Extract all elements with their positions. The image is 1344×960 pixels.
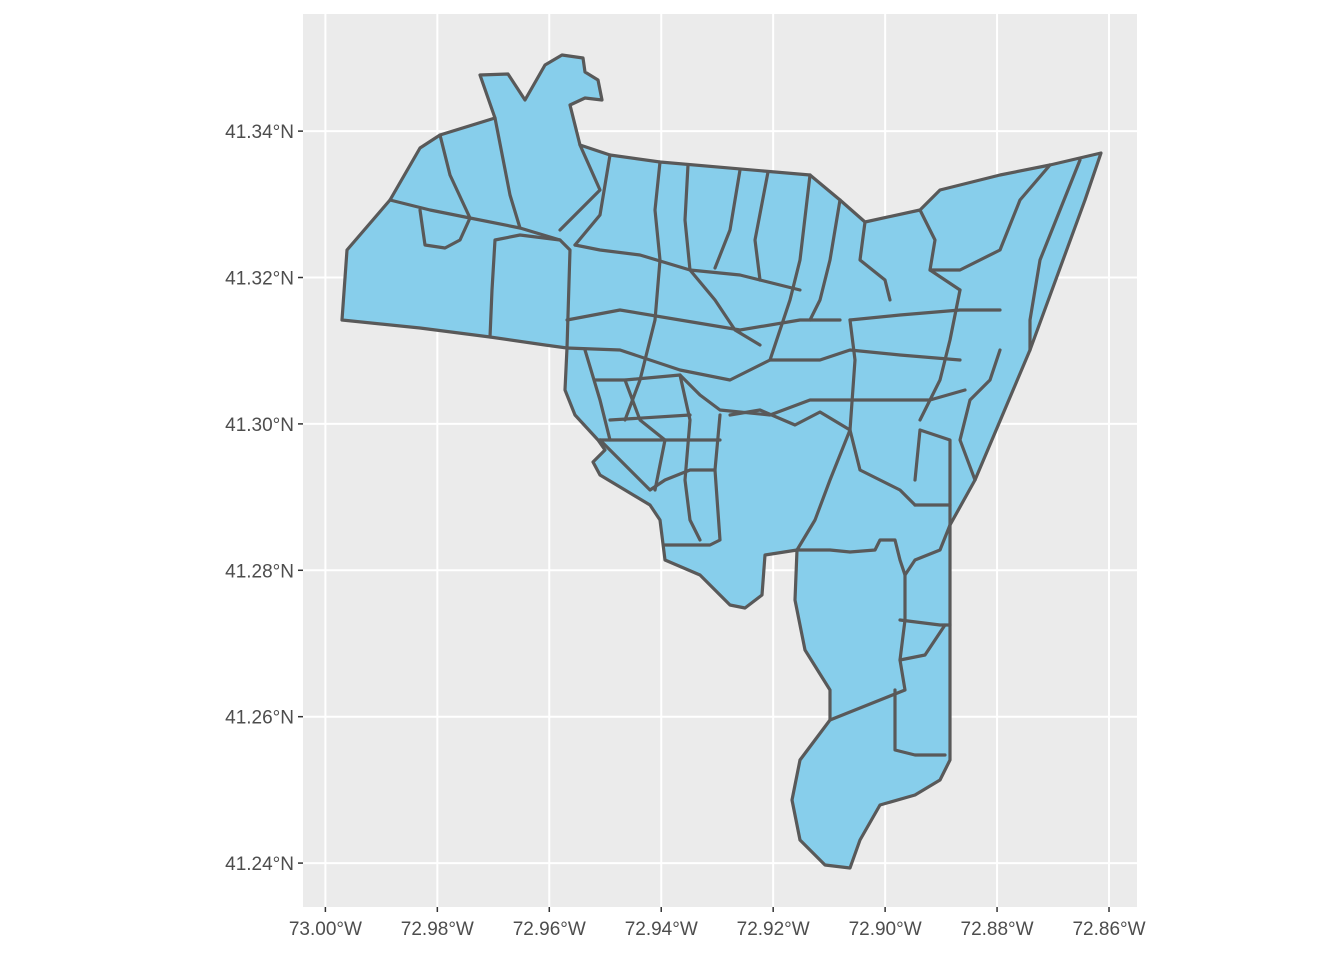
y-tick-label: 41.24°N	[225, 854, 294, 875]
y-tick-label: 41.32°N	[225, 269, 294, 290]
tract-border	[608, 413, 692, 422]
x-tick-label: 72.88°W	[961, 919, 1034, 940]
x-tick-label: 72.96°W	[513, 919, 586, 940]
tract-border	[918, 208, 962, 292]
tract-border	[898, 623, 947, 662]
tract-border	[858, 220, 892, 302]
y-tick-label: 41.26°N	[225, 708, 294, 729]
tract-border	[573, 243, 802, 292]
city-boundary	[340, 53, 1103, 870]
tract-border	[913, 428, 952, 527]
tract-border	[753, 170, 770, 282]
tract-border	[848, 308, 1002, 322]
tract-border	[728, 408, 917, 507]
x-tick-label: 72.90°W	[849, 919, 922, 940]
tract-border	[918, 288, 962, 422]
tract-border	[898, 618, 952, 627]
y-tick-label: 41.30°N	[225, 415, 294, 436]
x-tick-label: 72.94°W	[625, 919, 698, 940]
tract-border	[418, 208, 472, 250]
tract-border	[795, 428, 852, 552]
x-tick-label: 72.98°W	[401, 919, 474, 940]
tract-border	[583, 348, 612, 442]
tract-border	[488, 233, 572, 350]
tract-border	[623, 160, 662, 422]
tract-border	[958, 348, 1002, 482]
x-tick-label: 72.92°W	[737, 919, 810, 940]
tract-border	[663, 413, 722, 547]
tract-border	[573, 153, 612, 247]
y-tick-label: 41.34°N	[225, 122, 294, 143]
tract-border	[768, 173, 812, 362]
census-tracts	[340, 53, 1103, 870]
tract-border	[565, 346, 962, 382]
tract-border	[493, 116, 522, 230]
tract-border	[678, 373, 702, 542]
y-axis-labels: 41.34°N 41.32°N 41.30°N 41.28°N 41.26°N 41.24…	[225, 122, 303, 875]
tract-border	[828, 573, 907, 722]
tract-border	[558, 143, 602, 232]
tract-border	[623, 378, 667, 492]
x-axis-labels: 73.00°W 72.98°W 72.96°W 72.94°W 72.92°W 72.90…	[289, 907, 1146, 940]
y-tick-label: 41.28°N	[225, 561, 294, 582]
tract-border	[808, 198, 842, 322]
tract-border	[713, 168, 742, 270]
tract-border	[1028, 158, 1082, 352]
tract-border	[795, 523, 952, 577]
tract-border	[598, 438, 717, 492]
tract-border	[438, 133, 472, 220]
x-tick-label: 72.86°W	[1072, 919, 1145, 940]
tract-border	[893, 688, 947, 757]
tract-border	[683, 163, 762, 347]
tract-border	[565, 308, 842, 332]
tract-border	[928, 163, 1052, 272]
tract-border	[848, 318, 857, 432]
x-tick-label: 73.00°W	[289, 919, 362, 940]
